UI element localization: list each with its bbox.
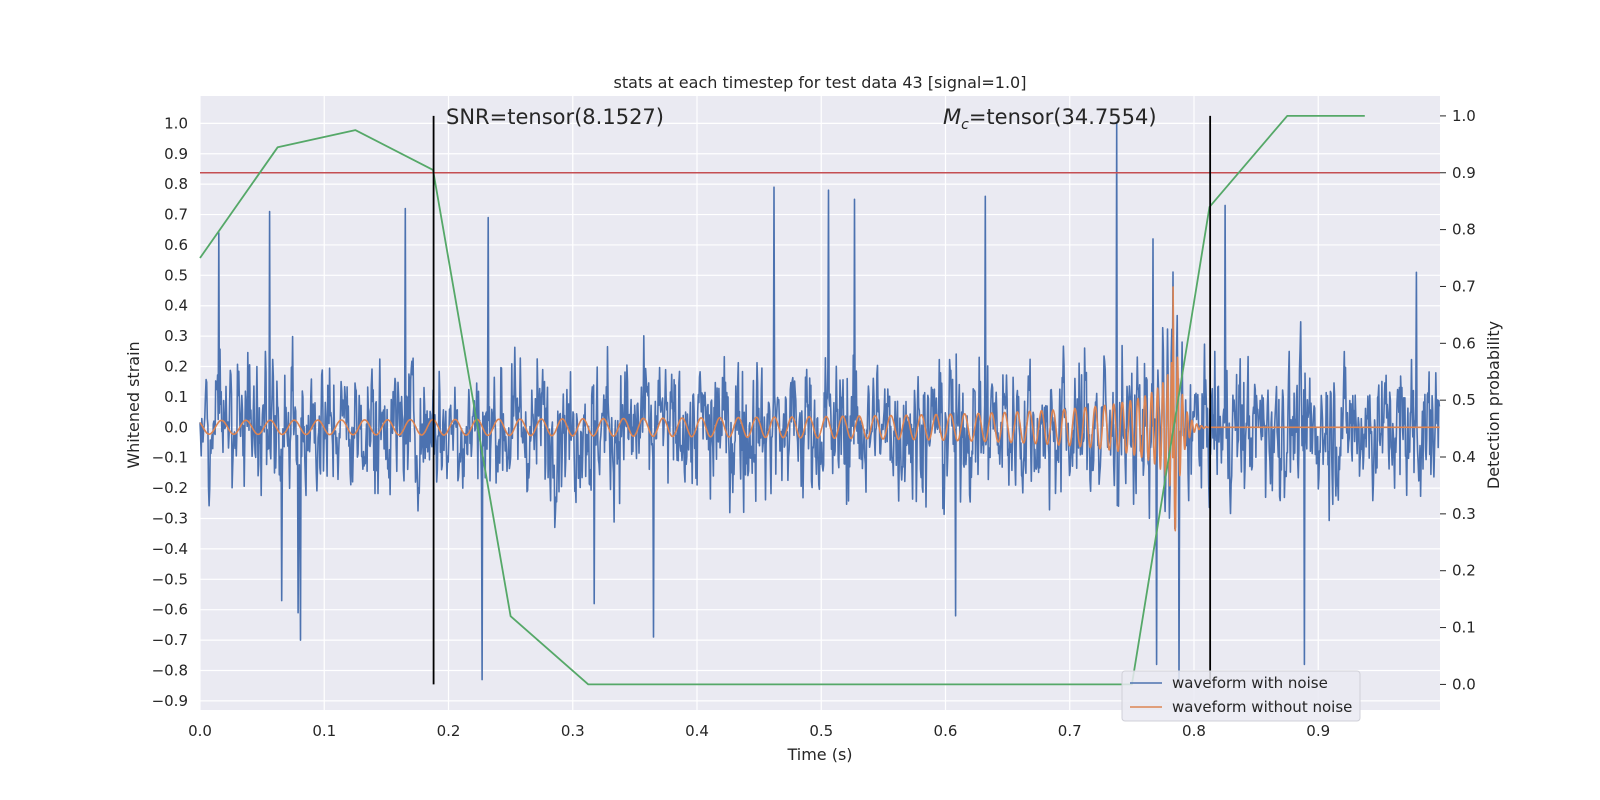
y-axis-label: Whitened strain [124, 341, 143, 468]
legend: waveform with noise waveform without noi… [1121, 670, 1361, 722]
y2-tick-label: 0.2 [1452, 562, 1476, 580]
y-tick-label: 1.0 [164, 114, 188, 132]
y-tick-label: −0.9 [152, 692, 188, 710]
y-tick-label: −0.2 [152, 479, 188, 497]
x-tick-label: 0.6 [934, 722, 958, 740]
tick-labels: 0.0 0.1 0.2 0.3 0.4 0.5 0.6 0.7 0.8 0.9 −0.9 −0.8 −0… [152, 107, 1476, 740]
y-tick-label: 0.6 [164, 236, 188, 254]
legend-label-noise: waveform with noise [1172, 674, 1328, 692]
y-tick-label: 0.9 [164, 145, 188, 163]
y2-tick-label: 0.6 [1452, 334, 1476, 352]
data-layer [199, 115, 1441, 686]
y-tick-label: 0.7 [164, 206, 188, 224]
y2-tick-label: 0.9 [1452, 164, 1476, 182]
snr-annotation: SNR=tensor(8.1527) [446, 105, 664, 129]
x-axis-label: Time (s) [786, 745, 852, 764]
x-tick-label: 0.5 [809, 722, 833, 740]
x-tick-label: 0.9 [1306, 722, 1330, 740]
y2-tick-label: 0.3 [1452, 505, 1476, 523]
x-tick-label: 0.7 [1058, 722, 1082, 740]
y-tick-label: −0.1 [152, 449, 188, 467]
legend-box [1121, 670, 1361, 722]
y-tick-label: −0.6 [152, 601, 188, 619]
y-tick-label: 0.2 [164, 358, 188, 376]
y2-tick-label: 0.5 [1452, 391, 1476, 409]
y-tick-label: 0.4 [164, 297, 188, 315]
chart-title: stats at each timestep for test data 43 … [614, 73, 1027, 92]
y-tick-label: 0.0 [164, 418, 188, 436]
y2-axis-label: Detection probability [1484, 321, 1503, 489]
y2-tick-label: 1.0 [1452, 107, 1476, 125]
y-tick-label: −0.7 [152, 631, 188, 649]
y-tick-label: −0.3 [152, 510, 188, 528]
y2-tick-label: 0.4 [1452, 448, 1476, 466]
x-tick-label: 0.8 [1182, 722, 1206, 740]
series-waveform-with-noise [199, 122, 1441, 681]
chirp-mass-subscript: c [961, 117, 969, 133]
y-tick-label: −0.4 [152, 540, 188, 558]
y-tick-label: −0.5 [152, 570, 188, 588]
y-tick-label: 0.8 [164, 175, 188, 193]
x-tick-label: 0.0 [188, 722, 212, 740]
series-waveform-without-noise [199, 286, 1441, 532]
y2-tick-label: 0.0 [1452, 675, 1476, 693]
y2-tick-label: 0.8 [1452, 221, 1476, 239]
y-tick-label: 0.5 [164, 266, 188, 284]
x-tick-label: 0.4 [685, 722, 709, 740]
legend-label-clean: waveform without noise [1172, 698, 1352, 716]
series-detection-probability [199, 115, 1365, 686]
chirp-mass-symbol: M [943, 105, 961, 129]
x-tick-label: 0.1 [312, 722, 336, 740]
y-tick-label: −0.8 [152, 661, 188, 679]
chirp-mass-value: =tensor(34.7554) [969, 105, 1157, 129]
chirp-mass-annotation: Mc=tensor(34.7554) [943, 105, 1157, 133]
y-tick-label: 0.1 [164, 388, 188, 406]
x-tick-label: 0.3 [561, 722, 585, 740]
y-tick-label: 0.3 [164, 327, 188, 345]
x-tick-label: 0.2 [437, 722, 461, 740]
y2-tick-label: 0.7 [1452, 277, 1476, 295]
y2-tick-label: 0.1 [1452, 619, 1476, 637]
